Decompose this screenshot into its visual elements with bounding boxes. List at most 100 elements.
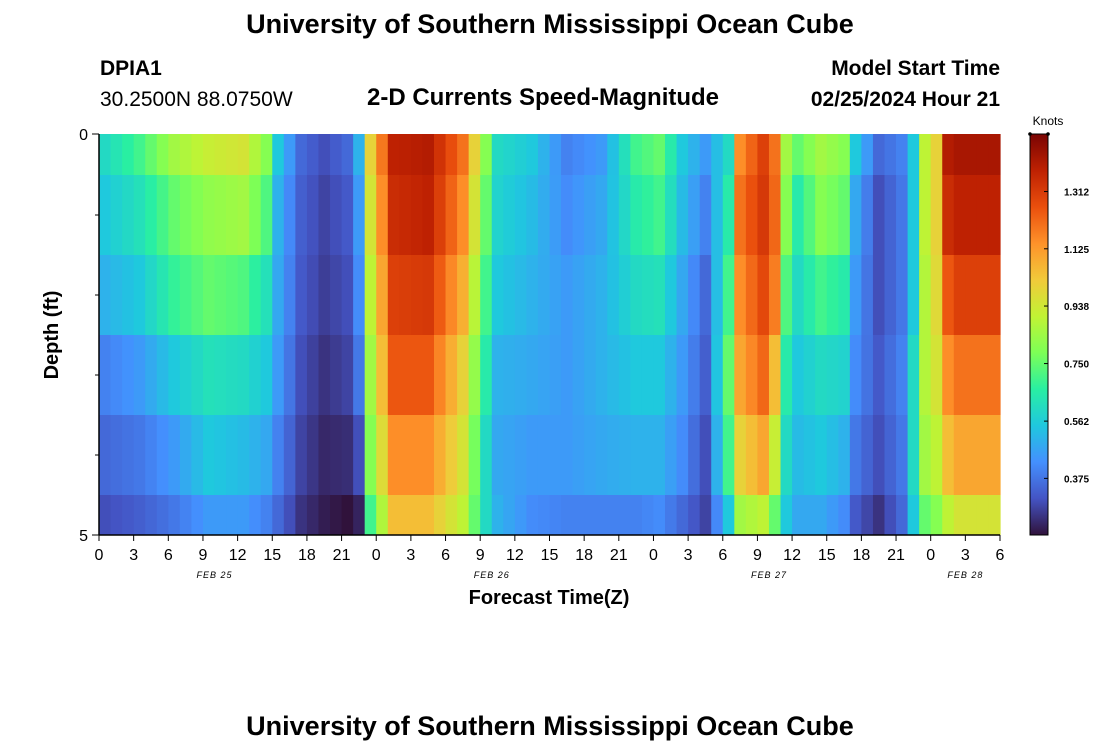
colorbar: Knots 1.312 1.125 0.938 0.750 0.562 0.375	[1028, 114, 1089, 536]
heatmap-cell	[191, 495, 204, 535]
heatmap-cell	[618, 134, 631, 175]
heatmap-cell	[965, 495, 978, 535]
heatmap-cell	[272, 255, 285, 335]
colorbar-corner	[1028, 132, 1032, 136]
x-tick-label: 12	[783, 547, 801, 564]
heatmap-cell	[537, 415, 551, 495]
heatmap-cell	[537, 335, 551, 415]
heatmap-cell	[99, 335, 112, 415]
x-tick-label: 0	[649, 547, 658, 564]
heatmap-cell	[179, 415, 193, 495]
heatmap-cell	[514, 415, 527, 495]
heatmap-cell	[665, 255, 678, 335]
heatmap-cell	[607, 175, 620, 255]
heatmap-cell	[976, 495, 990, 535]
heatmap-cell	[168, 495, 181, 535]
heatmap-cell	[353, 134, 366, 175]
heatmap-cell	[283, 255, 296, 335]
heatmap-cell	[930, 175, 943, 255]
heatmap-cell	[792, 495, 805, 535]
heatmap-cell	[341, 335, 354, 415]
heatmap-cell	[572, 415, 585, 495]
heatmap-cell	[433, 175, 447, 255]
heatmap-cell	[768, 335, 782, 415]
footer-title: University of Southern Mississippi Ocean…	[246, 711, 854, 741]
heatmap-cell	[584, 255, 597, 335]
heatmap-cell	[572, 134, 585, 175]
heatmap-cell	[572, 495, 585, 535]
heatmap-cell	[410, 255, 424, 335]
heatmap-cell	[699, 495, 712, 535]
heatmap-cell	[191, 134, 204, 175]
heatmap-cell	[491, 255, 504, 335]
heatmap-cell	[306, 415, 320, 495]
x-tick-label: 21	[887, 547, 905, 564]
heatmap-cell	[503, 134, 516, 175]
heatmap-cell	[711, 255, 724, 335]
heatmap-cell	[953, 495, 966, 535]
heatmap-cell	[306, 495, 320, 535]
heatmap-cell	[988, 134, 1001, 175]
heatmap-cell	[480, 175, 493, 255]
heatmap-cell	[168, 335, 181, 415]
heatmap-cell	[722, 495, 735, 535]
heatmap-cell	[595, 255, 608, 335]
heatmap-cell	[584, 134, 597, 175]
heatmap-cell	[376, 335, 389, 415]
heatmap-cell	[156, 495, 169, 535]
x-tick-label: 15	[541, 547, 559, 564]
heatmap-cell	[630, 255, 643, 335]
heatmap-cell	[838, 335, 851, 415]
heatmap-cell	[191, 175, 204, 255]
heatmap-cell	[537, 495, 551, 535]
heatmap-cell	[607, 255, 620, 335]
heatmap-cell	[202, 495, 216, 535]
heatmap-cell	[387, 134, 400, 175]
heatmap-cell	[99, 495, 112, 535]
heatmap-cell	[618, 495, 631, 535]
heatmap-cell	[514, 255, 527, 335]
heatmap-cell	[214, 335, 227, 415]
heatmap-cell	[433, 335, 447, 415]
heatmap-cell	[699, 335, 712, 415]
heatmap-cell	[607, 415, 620, 495]
heatmap-cell	[122, 335, 135, 415]
heatmap-cell	[734, 134, 747, 175]
heatmap-cell	[826, 175, 839, 255]
heatmap-cell	[745, 134, 759, 175]
heatmap-cell	[445, 175, 458, 255]
heatmap-cell	[676, 335, 689, 415]
heatmap-cell	[861, 134, 874, 175]
heatmap-cell	[306, 134, 320, 175]
heatmap-cell	[780, 335, 793, 415]
heatmap-cell	[757, 335, 770, 415]
heatmap-cell	[595, 335, 608, 415]
heatmap-cell	[341, 134, 354, 175]
heatmap-cell	[237, 495, 250, 535]
heatmap-cell	[965, 335, 978, 415]
heatmap-cell	[688, 175, 701, 255]
heatmap-cell	[503, 495, 516, 535]
y-tick-label: 0	[79, 127, 88, 144]
heatmap-cell	[780, 175, 793, 255]
heatmap-cell	[734, 255, 747, 335]
heatmap-cell	[318, 415, 331, 495]
heatmap-cell	[376, 134, 389, 175]
heatmap-cell	[757, 175, 770, 255]
heatmap-cell	[376, 415, 389, 495]
heatmap-cell	[884, 415, 897, 495]
x-tick-label: 12	[229, 547, 247, 564]
heatmap-cell	[295, 175, 308, 255]
heatmap-cell	[249, 175, 262, 255]
heatmap-cell	[341, 255, 354, 335]
heatmap-cell	[711, 175, 724, 255]
heatmap-cell	[341, 175, 354, 255]
heatmap-cell	[803, 134, 816, 175]
heatmap-cell	[861, 415, 874, 495]
heatmap-cell	[919, 415, 932, 495]
heatmap-cell	[861, 335, 874, 415]
heatmap-cell	[861, 255, 874, 335]
heatmap-cell	[226, 255, 239, 335]
heatmap-cell	[930, 495, 943, 535]
heatmap-cell	[653, 255, 666, 335]
